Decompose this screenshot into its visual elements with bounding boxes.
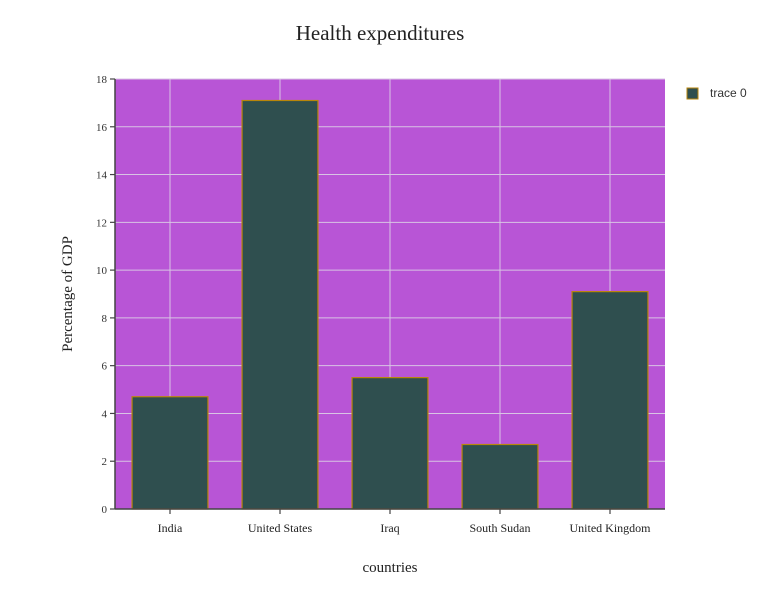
bar-united-kingdom[interactable] (571, 291, 649, 510)
y-tick-label: 8 (102, 313, 108, 325)
axes: 0 2 4 6 8 10 12 14 16 18 India United States Iraq Sou… (96, 74, 665, 535)
x-tick-label: Iraq (380, 521, 399, 535)
legend-swatch (686, 87, 699, 100)
y-tick-label: 4 (102, 408, 108, 420)
bar-south-sudan[interactable] (461, 443, 539, 510)
x-tick-label: United Kingdom (570, 521, 652, 535)
bars (131, 99, 649, 510)
legend-label-trace-0: trace 0 (710, 86, 747, 100)
y-tick-label: 14 (96, 170, 108, 182)
y-tick-label: 6 (102, 361, 108, 373)
y-tick-label: 2 (102, 456, 108, 468)
x-tick-label: United States (248, 521, 313, 535)
x-axis-label: countries (363, 560, 418, 576)
y-tick-label: 0 (102, 504, 108, 516)
y-tick-label: 12 (96, 217, 107, 229)
chart-title: Health expenditures (296, 21, 465, 45)
x-tick-label: South Sudan (469, 521, 530, 535)
x-tick-label: India (158, 521, 183, 535)
y-tick-label: 10 (96, 265, 108, 277)
legend[interactable]: trace 0 (686, 86, 747, 100)
y-tick-label: 18 (96, 74, 108, 86)
bar-iraq[interactable] (351, 377, 429, 510)
y-tick-label: 16 (96, 122, 108, 134)
y-axis-label: Percentage of GDP (60, 236, 76, 352)
bar-united-states[interactable] (241, 99, 319, 510)
bar-india[interactable] (131, 396, 209, 510)
